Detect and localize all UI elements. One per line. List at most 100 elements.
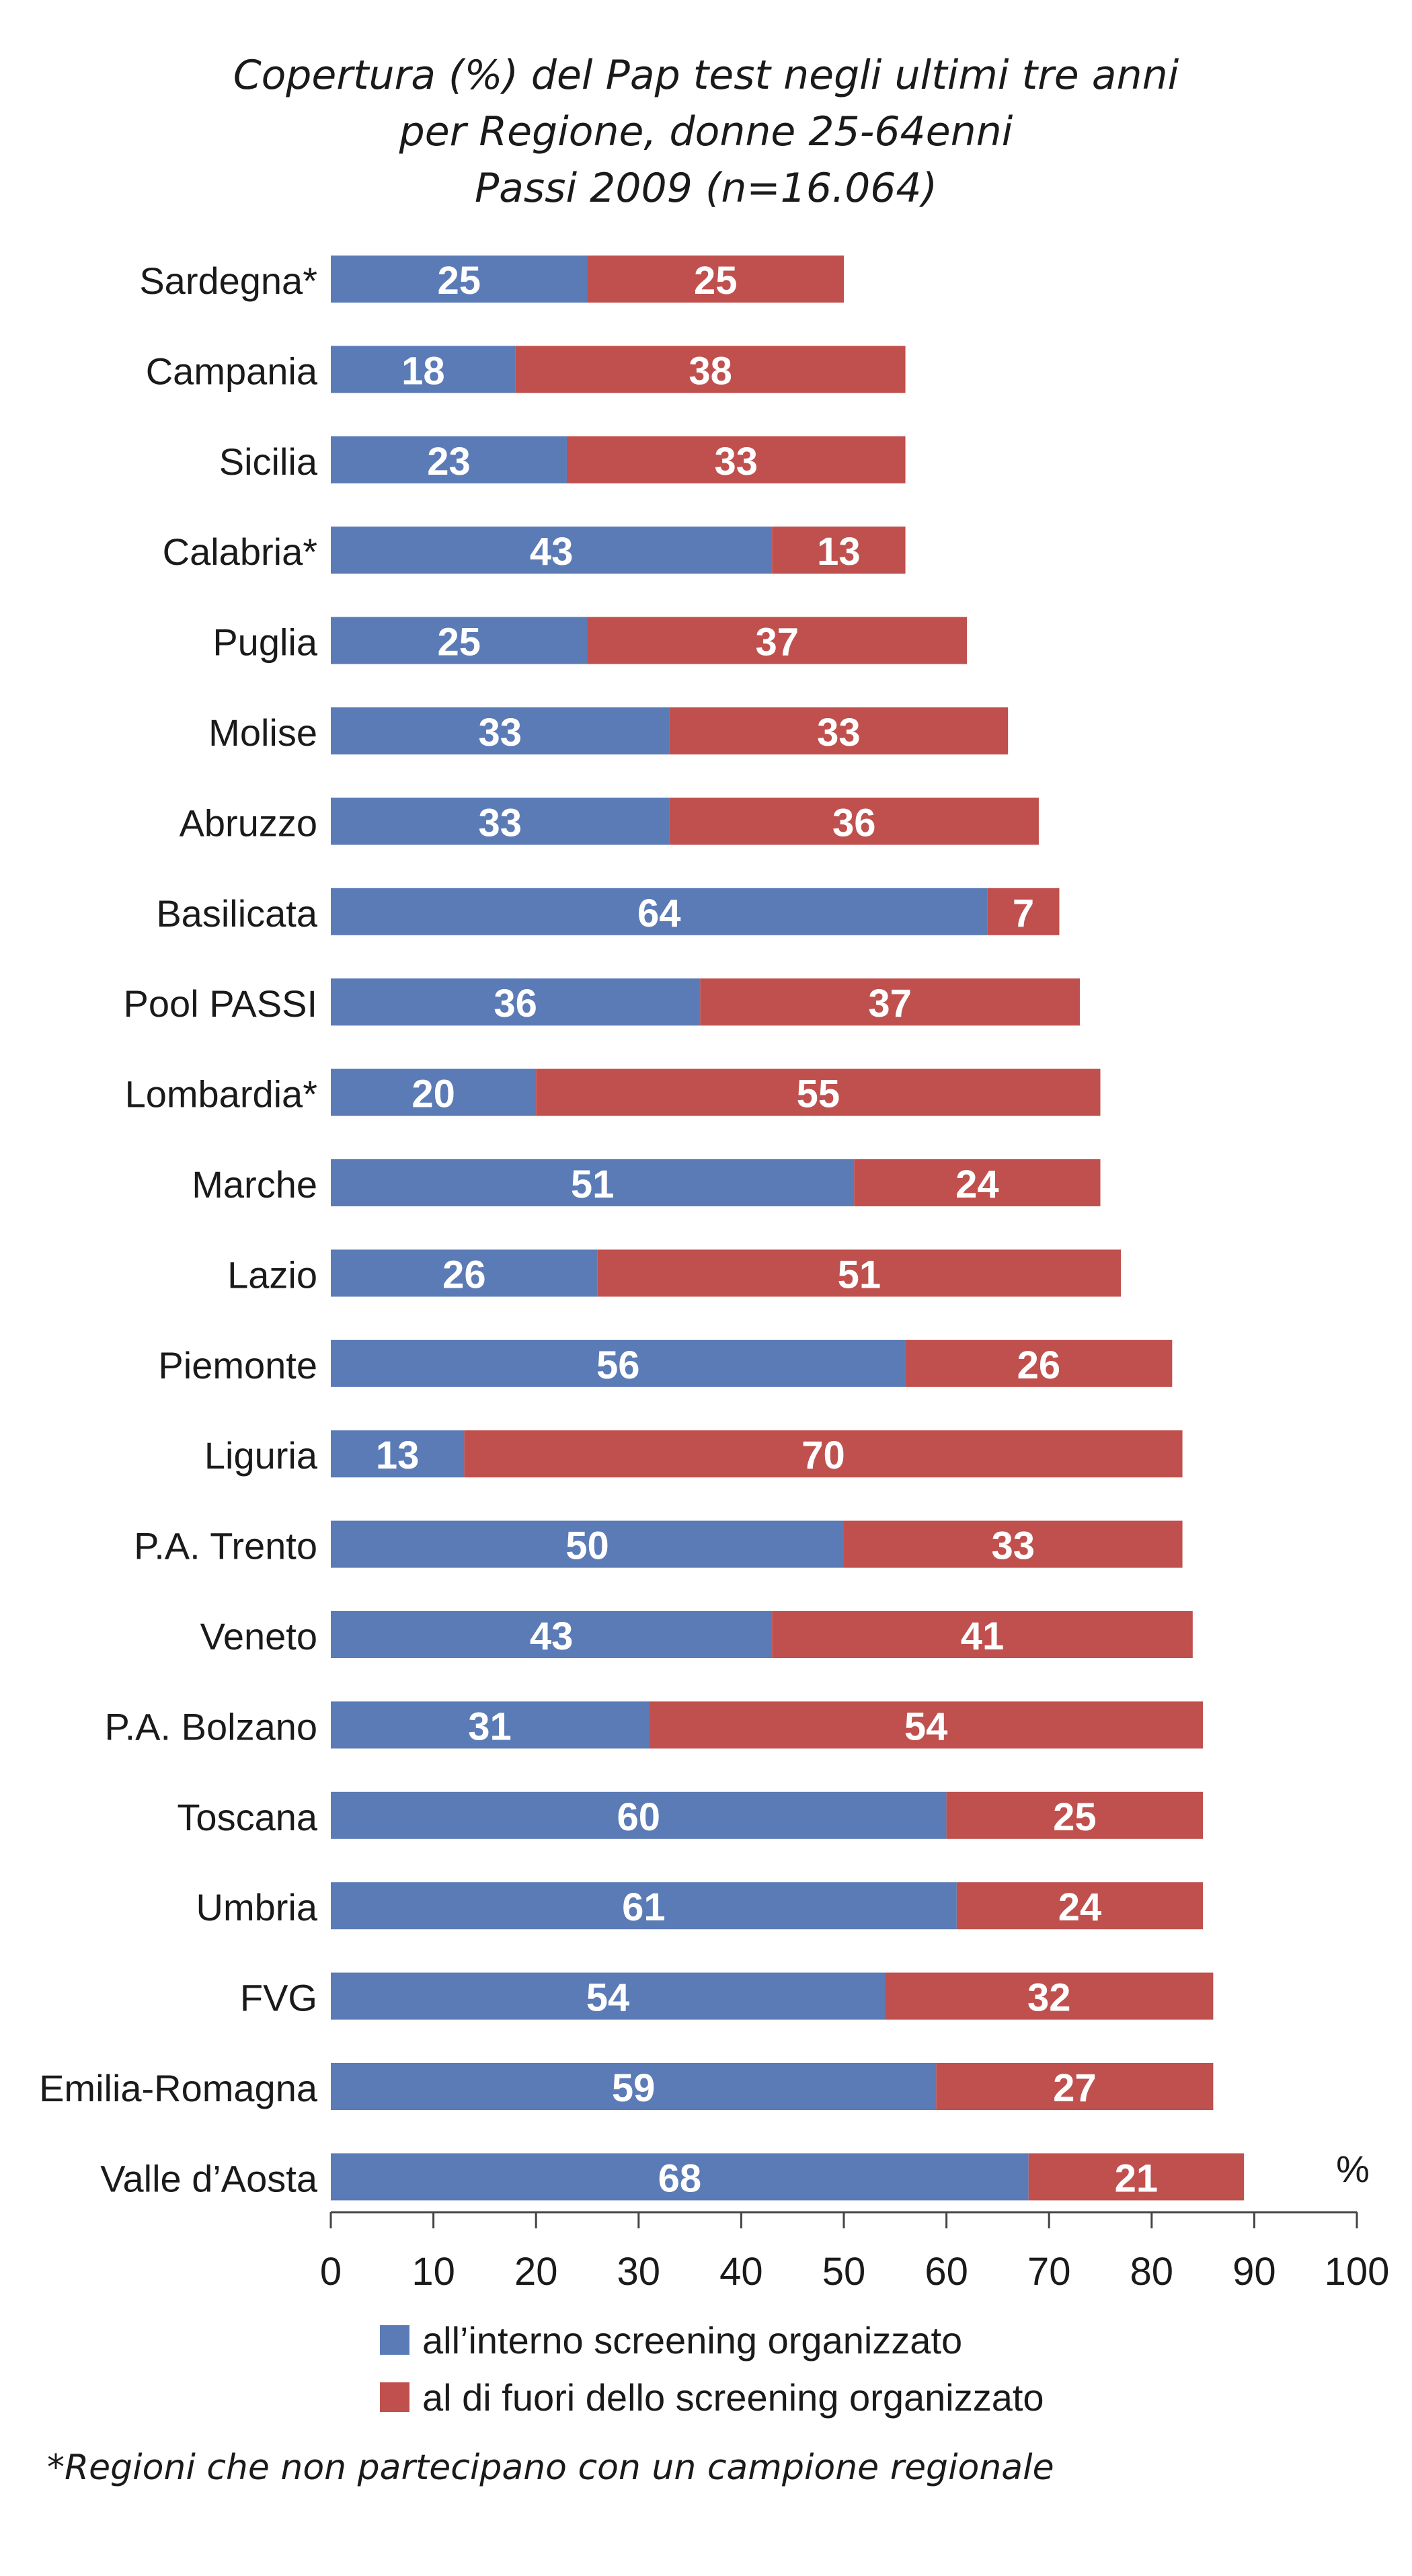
category-label: Liguria <box>204 1434 318 1477</box>
data-label: 31 <box>468 1705 512 1748</box>
category-label: Abruzzo <box>180 802 317 844</box>
data-label: 24 <box>1058 1885 1102 1929</box>
category-label: Molise <box>208 711 317 754</box>
x-tick-label: 10 <box>411 2250 455 2294</box>
bar-segment-outside <box>885 1972 1214 2020</box>
chart-title-line-1: Copertura (%) del Pap test negli ultimi … <box>233 52 1179 99</box>
bar-segment-outside <box>669 797 1039 845</box>
data-label: 13 <box>817 530 861 574</box>
bar-segment-inside <box>331 1339 906 1387</box>
category-label: Marche <box>192 1163 317 1206</box>
bar-segment-outside <box>587 617 968 664</box>
data-label: 68 <box>658 2156 702 2200</box>
category-label: Calabria* <box>163 531 317 573</box>
x-tick-label: 100 <box>1325 2250 1390 2294</box>
bar-segment-inside <box>331 888 988 935</box>
category-label: Valle d’Aosta <box>100 2157 318 2199</box>
bar-segment-inside <box>331 707 670 754</box>
data-label: 51 <box>838 1253 881 1296</box>
data-label: 33 <box>992 1524 1035 1568</box>
bar-segment-inside <box>331 1068 537 1116</box>
data-label: 33 <box>715 440 758 483</box>
bar-segment-outside <box>587 256 844 303</box>
bar-segment-outside <box>536 1068 1101 1116</box>
legend-label: al di fuori dello screening organizzato <box>422 2376 1044 2419</box>
bar-segment-inside <box>331 617 588 664</box>
category-label: Veneto <box>200 1615 317 1657</box>
category-label: Lazio <box>227 1253 317 1296</box>
bar-segment-inside <box>331 256 588 303</box>
data-label: 54 <box>586 1976 630 2020</box>
data-label: 70 <box>801 1434 845 1477</box>
bar-segment-inside <box>331 1791 947 1839</box>
data-label: 26 <box>1017 1343 1061 1387</box>
data-label: 18 <box>401 349 445 393</box>
bar-segment-inside <box>331 1430 465 1478</box>
legend-swatch <box>380 2325 409 2355</box>
x-tick-label: 20 <box>514 2250 558 2294</box>
data-label: 33 <box>817 711 861 754</box>
chart-title: Copertura (%) del Pap test negli ultimi … <box>0 47 1412 217</box>
data-label: 7 <box>1013 892 1034 935</box>
category-label: Basilicata <box>156 892 318 935</box>
data-label: 21 <box>1115 2156 1159 2200</box>
bar-segment-outside <box>700 978 1080 1026</box>
data-label: 37 <box>756 621 799 664</box>
legend-swatch <box>380 2382 409 2412</box>
bar-segment-inside <box>331 346 516 393</box>
bar-segment-outside <box>987 888 1060 935</box>
data-label: 56 <box>596 1343 640 1387</box>
data-label: 41 <box>961 1614 1005 1658</box>
category-label: Lombardia* <box>125 1073 317 1116</box>
bar-segment-outside <box>566 436 906 483</box>
data-label: 36 <box>494 982 537 1025</box>
bar-segment-outside <box>905 1339 1173 1387</box>
x-tick-label: 70 <box>1027 2250 1071 2294</box>
data-label: 37 <box>868 982 912 1025</box>
data-label: 25 <box>437 621 481 664</box>
data-label: 50 <box>565 1524 609 1568</box>
data-label: 33 <box>479 711 522 754</box>
bar-segment-outside <box>649 1701 1204 1749</box>
bar-segment-inside <box>331 2063 937 2110</box>
bar-segment-inside <box>331 1972 886 2020</box>
data-label: 13 <box>376 1434 420 1477</box>
data-label: 43 <box>530 530 574 574</box>
bar-segment-inside <box>331 1611 773 1658</box>
bar-segment-outside <box>669 707 1009 754</box>
x-tick-label: 30 <box>617 2250 661 2294</box>
bar-segment-inside <box>331 2153 1029 2201</box>
bar-segment-outside <box>515 346 906 393</box>
category-label: Umbria <box>196 1886 318 1928</box>
category-label: P.A. Trento <box>134 1525 317 1567</box>
data-label: 38 <box>689 349 732 393</box>
data-label: 51 <box>571 1163 615 1206</box>
bar-segment-inside <box>331 1882 957 1930</box>
x-tick-label: 50 <box>822 2250 866 2294</box>
data-label: 55 <box>797 1072 840 1116</box>
bar-segment-inside <box>331 1159 855 1206</box>
data-label: 32 <box>1027 1976 1071 2020</box>
bar-segment-inside <box>331 526 773 574</box>
bar-segment-inside <box>331 1249 598 1297</box>
data-label: 25 <box>437 259 481 303</box>
bar-segment-outside <box>772 526 906 574</box>
data-label: 20 <box>411 1072 455 1116</box>
category-label: Puglia <box>212 621 318 664</box>
chart-title-line-3: Passi 2009 (n=16.064) <box>474 165 938 212</box>
bar-segment-outside <box>597 1249 1122 1297</box>
bar-segment-outside <box>772 1611 1193 1658</box>
data-label: 24 <box>955 1163 999 1206</box>
category-label: Sardegna* <box>139 260 317 302</box>
category-label: Campania <box>146 350 318 392</box>
chart-title-line-2: per Regione, donne 25-64enni <box>399 108 1013 155</box>
data-label: 23 <box>427 440 471 483</box>
data-label: 26 <box>442 1253 486 1296</box>
bar-segment-outside <box>946 1791 1204 1839</box>
data-label: 25 <box>694 259 738 303</box>
bar-segment-outside <box>956 1882 1204 1930</box>
data-label: 43 <box>530 1614 574 1658</box>
category-label: Emilia-Romagna <box>39 2067 318 2109</box>
bar-segment-inside <box>331 436 567 483</box>
